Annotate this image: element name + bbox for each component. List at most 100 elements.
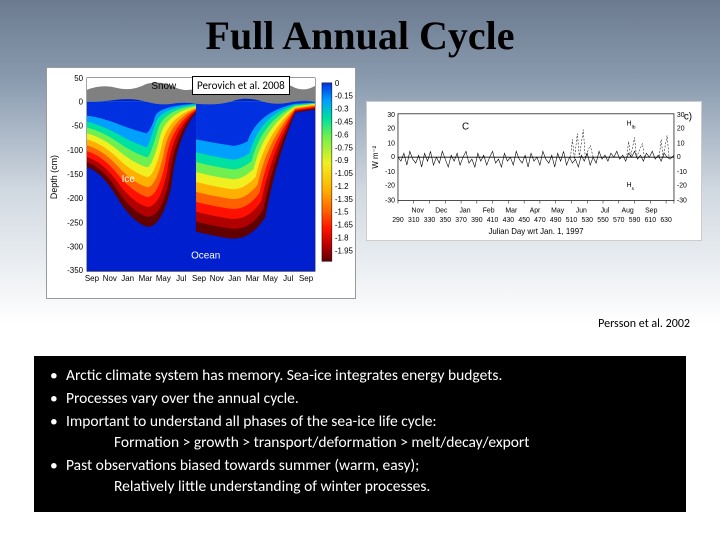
svg-text:470: 470 <box>534 217 546 224</box>
svg-text:Jun: Jun <box>576 207 587 214</box>
svg-text:Dec: Dec <box>435 207 448 214</box>
bullet-2: Processes vary over the annual cycle. <box>48 389 672 410</box>
svg-text:-30: -30 <box>677 198 687 205</box>
ice-label: Ice <box>122 174 136 185</box>
svg-text:-0.6: -0.6 <box>335 130 349 139</box>
svg-text:-0.75: -0.75 <box>335 143 354 152</box>
left-x-ticks: Sep Nov Jan Mar May Jul Sep Nov Jan Mar … <box>85 274 314 283</box>
right-chart-citation: Persson et al. 2002 <box>598 317 690 331</box>
svg-text:20: 20 <box>677 126 685 133</box>
svg-text:May: May <box>156 274 171 283</box>
ocean-label: Ocean <box>191 250 220 261</box>
right-left-yticks: 30 20 10 0 -10 -20 -30 <box>385 112 395 205</box>
snow-label: Snow <box>151 81 177 92</box>
svg-text:10: 10 <box>387 140 395 147</box>
charts-container: Perovich et al. 2008 Depth (cm) 50 0 -50… <box>0 67 720 327</box>
svg-text:-50: -50 <box>72 121 84 130</box>
svg-text:Nov: Nov <box>103 274 117 283</box>
left-y-axis-label: Depth (cm) <box>49 155 59 199</box>
svg-text:30: 30 <box>677 112 685 119</box>
svg-text:Mar: Mar <box>505 207 518 214</box>
right-x-ticks: 290 310 330 350 370 390 410 430 450 470 … <box>392 217 672 224</box>
svg-text:May: May <box>551 207 565 214</box>
svg-text:-1.65: -1.65 <box>335 221 354 230</box>
svg-text:-0.45: -0.45 <box>335 118 354 127</box>
svg-text:-1.35: -1.35 <box>335 195 354 204</box>
svg-text:-1.8: -1.8 <box>335 233 349 242</box>
svg-text:550: 550 <box>597 217 609 224</box>
svg-text:-20: -20 <box>677 183 687 190</box>
svg-text:390: 390 <box>471 217 483 224</box>
svg-text:490: 490 <box>550 217 562 224</box>
svg-text:Aug: Aug <box>622 207 634 214</box>
svg-text:590: 590 <box>629 217 641 224</box>
svg-text:Jan: Jan <box>121 274 134 283</box>
right-y-axis-label: W m⁻² <box>371 145 380 168</box>
svg-text:530: 530 <box>581 217 593 224</box>
bullet-list: Arctic climate system has memory. Sea-ic… <box>34 356 686 512</box>
svg-text:350: 350 <box>440 217 452 224</box>
svg-text:-350: -350 <box>67 266 83 275</box>
svg-text:-0.9: -0.9 <box>335 156 349 165</box>
svg-text:310: 310 <box>408 217 420 224</box>
svg-text:Sep: Sep <box>85 274 100 283</box>
svg-text:-250: -250 <box>67 219 83 228</box>
svg-text:-1.5: -1.5 <box>335 208 349 217</box>
slide-title: Full Annual Cycle <box>0 0 720 67</box>
svg-text:570: 570 <box>613 217 625 224</box>
right-x-axis-label: Julian Day wrt Jan. 1, 1997 <box>488 227 583 236</box>
svg-text:-10: -10 <box>385 169 395 176</box>
svg-text:0: 0 <box>79 98 84 107</box>
bullet-3: Important to understand all phases of th… <box>48 412 672 454</box>
svg-text:370: 370 <box>455 217 467 224</box>
svg-text:-1.05: -1.05 <box>335 169 354 178</box>
svg-text:-0.15: -0.15 <box>335 92 354 101</box>
svg-text:Mar: Mar <box>246 274 260 283</box>
bullet-4: Past observations biased towards summer … <box>48 456 672 498</box>
svg-text:Jan: Jan <box>228 274 241 283</box>
svg-text:Jan: Jan <box>459 207 470 214</box>
svg-text:430: 430 <box>503 217 515 224</box>
svg-text:Sep: Sep <box>299 274 314 283</box>
svg-text:10: 10 <box>677 140 685 147</box>
svg-text:May: May <box>263 274 278 283</box>
svg-text:-30: -30 <box>385 198 395 205</box>
svg-text:0: 0 <box>335 79 340 88</box>
svg-text:Sep: Sep <box>645 207 657 214</box>
svg-text:Feb: Feb <box>483 207 495 214</box>
svg-text:610: 610 <box>645 217 657 224</box>
left-chart-citation: Perovich et al. 2008 <box>192 76 290 95</box>
svg-text:450: 450 <box>518 217 530 224</box>
svg-text:-150: -150 <box>67 170 83 179</box>
svg-text:30: 30 <box>387 112 395 119</box>
left-chart-svg: Depth (cm) 50 0 -50 -100 -150 -200 -250 … <box>47 68 355 298</box>
svg-text:Sep: Sep <box>192 274 207 283</box>
right-right-yticks: 30 20 10 0 -10 -20 -30 <box>677 112 687 205</box>
svg-text:-20: -20 <box>385 183 395 190</box>
svg-text:290: 290 <box>392 217 404 224</box>
svg-text:-1.2: -1.2 <box>335 182 349 191</box>
svg-text:20: 20 <box>387 126 395 133</box>
svg-text:0: 0 <box>391 154 395 161</box>
svg-text:510: 510 <box>566 217 578 224</box>
left-y-ticks: 50 0 -50 -100 -150 -200 -250 -300 -350 <box>67 74 83 275</box>
bullet-4-sub: Relatively little understanding of winte… <box>66 477 672 498</box>
svg-text:Nov: Nov <box>210 274 224 283</box>
svg-text:Jul: Jul <box>601 207 610 214</box>
svg-text:-10: -10 <box>677 169 687 176</box>
depth-temperature-chart: Perovich et al. 2008 Depth (cm) 50 0 -50… <box>46 67 356 299</box>
bullet-3-sub: Formation > growth > transport/deformati… <box>66 433 672 454</box>
panel-label: c) <box>684 112 692 123</box>
svg-text:Nov: Nov <box>412 207 425 214</box>
svg-text:Mar: Mar <box>139 274 153 283</box>
svg-text:630: 630 <box>660 217 672 224</box>
svg-text:-0.3: -0.3 <box>335 105 349 114</box>
svg-text:410: 410 <box>487 217 499 224</box>
svg-text:-1.95: -1.95 <box>335 246 354 255</box>
svg-text:-200: -200 <box>67 194 83 203</box>
right-chart-svg: c) W m⁻² 30 20 10 0 -10 -20 -30 30 20 10… <box>367 102 701 240</box>
svg-text:330: 330 <box>424 217 436 224</box>
svg-text:Apr: Apr <box>530 207 541 214</box>
svg-text:0: 0 <box>677 154 681 161</box>
svg-text:-100: -100 <box>67 146 83 155</box>
